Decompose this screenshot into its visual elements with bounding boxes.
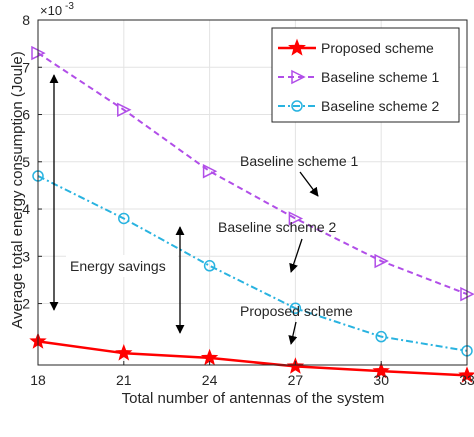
- data-point-triangle: [117, 102, 132, 118]
- legend-label-baseline2: Baseline scheme 2: [321, 98, 440, 114]
- legend: Proposed scheme Baseline scheme 1 Baseli…: [271, 27, 460, 123]
- data-point-circle: [289, 302, 302, 315]
- legend-circle-icon: [291, 100, 303, 112]
- data-point-star: [372, 362, 390, 379]
- x-tick-label: 18: [30, 372, 46, 388]
- annotation-baseline1-arrow: [299, 171, 319, 197]
- plot-frame: [37, 19, 468, 366]
- y-tick-label: 5: [22, 154, 30, 170]
- legend-label-proposed: Proposed scheme: [321, 40, 434, 56]
- x-tick-label: 33: [459, 372, 474, 388]
- x-tick-label: 27: [288, 372, 304, 388]
- axis-ticks: 18 21 24 27 30 33 2 3 4 5 6 7 8: [22, 12, 474, 388]
- annotation-proposed-arrow: [288, 321, 298, 345]
- series-line: [37, 175, 468, 352]
- y-tick-label: 7: [22, 59, 30, 75]
- y-exponent-power: -3: [65, 1, 74, 12]
- data-point-circle: [203, 260, 216, 272]
- annotation-savings-bg: [66, 255, 178, 277]
- data-point-star: [458, 366, 474, 383]
- legend-star-icon: [288, 38, 306, 56]
- data-point-circle: [375, 330, 387, 343]
- annotations: Baseline scheme 1 Baseline scheme 2 Prop…: [49, 74, 359, 345]
- x-tick-label: 24: [202, 372, 218, 388]
- data-point-triangle: [202, 164, 218, 179]
- x-tick-label: 21: [116, 372, 132, 388]
- data-point-triangle: [288, 211, 304, 226]
- y-exponent-base: ×10: [40, 3, 62, 18]
- annotation-baseline2-text: Baseline scheme 2: [218, 219, 337, 235]
- x-axis-label: Total number of antennas of the system: [122, 390, 385, 407]
- annotation-proposed-text: Proposed scheme: [240, 303, 353, 319]
- data-point-circle: [118, 212, 130, 225]
- y-tick-label: 3: [22, 248, 30, 264]
- annotation-baseline2-arrow: [289, 238, 303, 273]
- y-tick-label: 6: [22, 107, 30, 123]
- data-point-star: [286, 357, 305, 374]
- y-axis-label: Average total energy consumption (Joule): [9, 51, 26, 328]
- annotation-baseline1-text: Baseline scheme 1: [240, 153, 359, 169]
- series-line: [37, 340, 468, 377]
- legend-label-baseline1: Baseline scheme 1: [321, 69, 440, 85]
- legend-triangle-icon: [291, 69, 306, 85]
- data-point-star: [115, 344, 133, 361]
- y-tick-label: 4: [22, 201, 30, 217]
- y-tick-label: 8: [22, 12, 30, 28]
- series-line: [37, 52, 468, 296]
- annotation-savings-text: Energy savings: [70, 258, 166, 274]
- y-tick-label: 2: [22, 296, 30, 312]
- x-tick-label: 30: [373, 372, 389, 388]
- data-point-triangle: [374, 253, 389, 269]
